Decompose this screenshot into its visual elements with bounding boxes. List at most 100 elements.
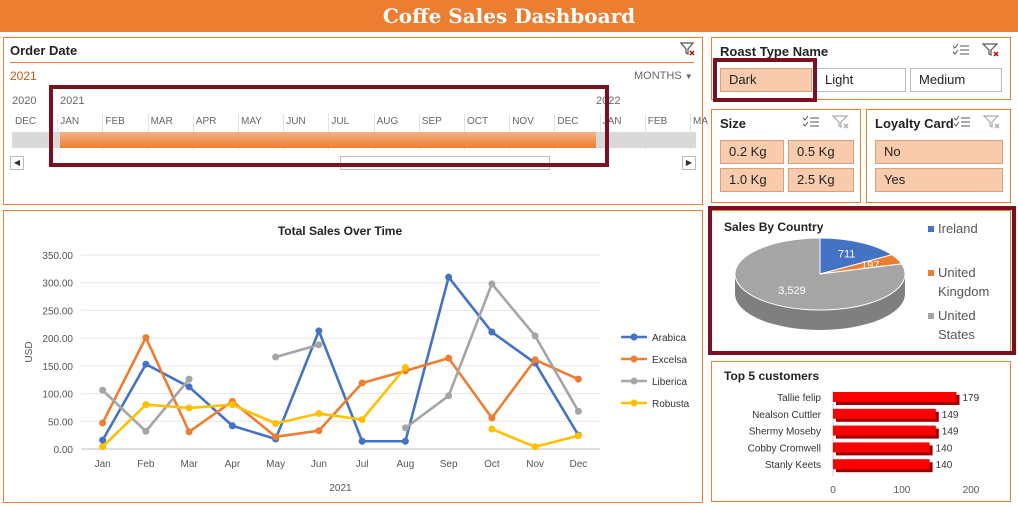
data-point-arabica xyxy=(99,436,107,444)
series-line-liberica xyxy=(275,343,320,359)
timeline-selection-bar[interactable] xyxy=(60,132,596,148)
bar-value-label: 149 xyxy=(942,427,959,438)
bar-value-label: 140 xyxy=(936,443,953,454)
size-slicer[interactable]: Size 0.2 Kg 0.5 Kg 1.0 Kg 2.5 Kg xyxy=(711,109,861,203)
x-tick-label: Nov xyxy=(526,459,544,470)
loyalty-card-slicer[interactable]: Loyalty Card No Yes xyxy=(866,109,1011,203)
data-point-robusta xyxy=(99,443,107,451)
multi-select-icon[interactable] xyxy=(952,43,970,59)
pie-value-label: 3,529 xyxy=(778,285,806,297)
y-axis-label: USD xyxy=(24,341,35,362)
roast-item-dark[interactable]: Dark xyxy=(720,68,812,92)
clear-filter-icon[interactable] xyxy=(679,42,698,58)
timeline-month-label[interactable]: MA xyxy=(693,116,708,127)
legend-swatch-united-states xyxy=(928,313,934,319)
y-tick-label: 300.00 xyxy=(42,279,73,290)
x-tick-label: May xyxy=(266,459,285,470)
data-point-excelsa xyxy=(99,419,107,427)
bar-cobby-cromwell xyxy=(833,442,930,453)
timeline-month-label[interactable]: JUN xyxy=(286,116,306,127)
timeline-month-label[interactable]: JAN xyxy=(60,116,80,127)
size-item-0-2kg[interactable]: 0.2 Kg xyxy=(720,140,784,164)
data-point-excelsa xyxy=(445,354,453,362)
pie-title: Sales By Country xyxy=(724,220,824,234)
legend-marker-liberica xyxy=(630,377,638,385)
bar-nealson-cuttler xyxy=(833,408,936,419)
timeline-month-label[interactable]: DEC xyxy=(15,116,37,127)
size-item-1-0kg[interactable]: 1.0 Kg xyxy=(720,168,784,192)
roast-item-medium[interactable]: Medium xyxy=(910,68,1002,92)
timeline-month-label[interactable]: MAR xyxy=(150,116,173,127)
y-tick-label: 0.00 xyxy=(54,445,74,456)
line-chart: Total Sales Over Time 0.00 50.00 100.00 150.… xyxy=(24,224,690,494)
loyalty-item-yes[interactable]: Yes xyxy=(875,168,1003,192)
chevron-down-icon: ▼ xyxy=(684,72,693,81)
size-item-0-5kg[interactable]: 0.5 Kg xyxy=(788,140,854,164)
x-tick-label: Dec xyxy=(569,459,587,470)
data-point-robusta xyxy=(142,401,150,409)
timeline-month-label[interactable]: AUG xyxy=(376,116,399,127)
data-point-robusta xyxy=(531,443,539,451)
order-date-timeline[interactable]: Order Date 2021 MONTHS ▼ 2020 2021 2022 DE… xyxy=(3,37,708,205)
data-point-arabica xyxy=(488,328,496,336)
x-tick-label: Jul xyxy=(356,459,369,470)
data-point-arabica xyxy=(445,273,453,281)
x-axis-label: 2021 xyxy=(329,483,352,494)
bar-category-label: Cobby Cromwell xyxy=(748,443,821,454)
timeline-month-label[interactable]: JUL xyxy=(331,116,350,127)
roast-type-slicer[interactable]: Roast Type Name Dark Light Medium xyxy=(711,37,1011,100)
timeline-highlight-frame xyxy=(49,85,609,167)
scroll-left-button[interactable]: ◀ xyxy=(10,156,24,170)
y-tick-label: 200.00 xyxy=(42,334,73,345)
timeline-month-label[interactable]: JAN xyxy=(602,116,622,127)
timeline-month-label[interactable]: DEC xyxy=(557,116,579,127)
data-point-arabica xyxy=(228,422,236,430)
data-point-robusta xyxy=(185,404,193,412)
series-line-liberica xyxy=(404,282,580,429)
loyalty-item-no[interactable]: No xyxy=(875,140,1003,164)
x-tick-label: Jan xyxy=(95,459,111,470)
timeline-year-2021: 2021 xyxy=(60,95,85,107)
size-title: Size xyxy=(720,116,747,131)
legend-marker-excelsa xyxy=(630,355,638,363)
bar-category-label: Shermy Moseby xyxy=(749,427,821,438)
scroll-right-button[interactable]: ▶ xyxy=(682,156,696,170)
pie-slice-ireland xyxy=(819,237,894,275)
timeline-month-label[interactable]: SEP xyxy=(421,116,442,127)
clear-filter-icon[interactable] xyxy=(831,115,850,131)
data-point-liberica xyxy=(315,341,323,349)
legend-marker-arabica xyxy=(630,333,638,341)
data-point-robusta xyxy=(228,401,236,409)
timeline-month-label[interactable]: FEB xyxy=(105,116,125,127)
bar-shermy-moseby xyxy=(833,425,936,436)
multi-select-icon[interactable] xyxy=(802,115,820,131)
pie-highlight-frame xyxy=(708,206,1016,355)
y-tick-label: 50.00 xyxy=(48,417,73,428)
timeline-month-label[interactable]: APR xyxy=(195,116,217,127)
y-tick-label: 250.00 xyxy=(42,306,73,317)
clear-filter-icon[interactable] xyxy=(981,43,1000,59)
period-selector[interactable]: MONTHS ▼ xyxy=(634,70,693,82)
data-point-excelsa xyxy=(315,427,323,435)
timeline-month-label[interactable]: FEB xyxy=(647,116,668,127)
timeline-month-label[interactable]: OCT xyxy=(467,116,489,127)
series-line-arabica xyxy=(101,275,580,443)
size-item-2-5kg[interactable]: 2.5 Kg xyxy=(788,168,854,192)
data-point-arabica xyxy=(401,437,409,445)
data-point-excelsa xyxy=(488,414,496,422)
legend-label-liberica: Liberica xyxy=(652,377,687,388)
timeline-month-label[interactable]: NOV xyxy=(512,116,534,127)
data-point-robusta xyxy=(315,410,323,418)
data-point-liberica xyxy=(185,375,193,383)
x-tick-label: 0 xyxy=(830,485,836,496)
roast-item-light[interactable]: Light xyxy=(816,68,906,92)
clear-filter-icon[interactable] xyxy=(982,115,1001,131)
multi-select-icon[interactable] xyxy=(953,115,971,131)
x-tick-label: Sep xyxy=(440,459,458,470)
x-tick-label: Oct xyxy=(484,459,500,470)
pie-chart: Sales By Country7111973,529IrelandUnited… xyxy=(724,220,989,342)
bar-category-label: Stanly Keets xyxy=(765,460,821,471)
data-point-robusta xyxy=(401,364,409,372)
timeline-month-label[interactable]: MAY xyxy=(241,116,262,127)
data-point-arabica xyxy=(142,360,150,368)
